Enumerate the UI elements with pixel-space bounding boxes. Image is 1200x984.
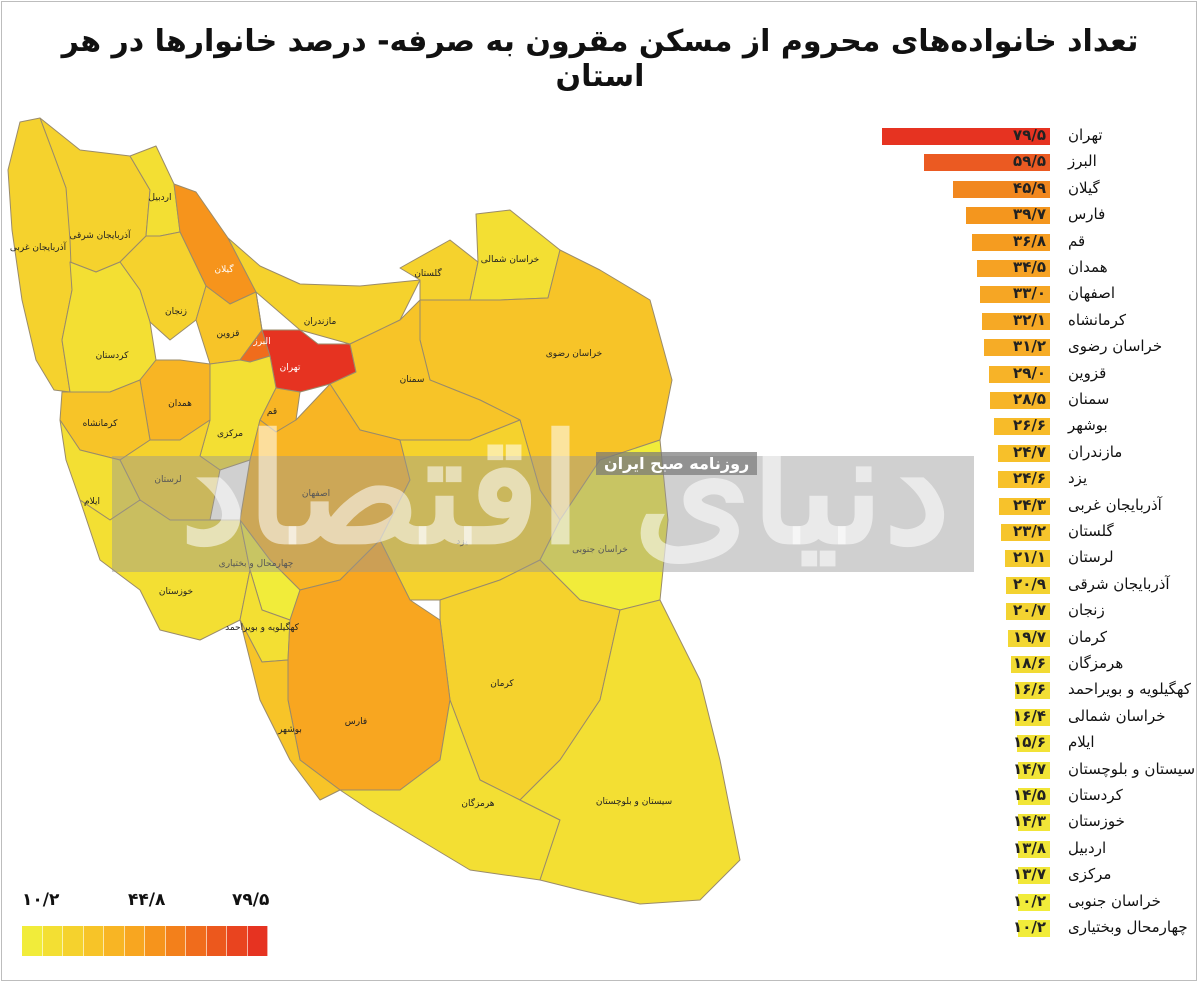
legend-swatch [206, 926, 227, 956]
legend-swatch [145, 926, 166, 956]
legend-swatch [247, 926, 268, 956]
province-label: قزوین [217, 329, 240, 339]
province-shape [227, 237, 421, 345]
province-label: خراسان رضوی [546, 349, 602, 359]
province-label: کرمان [490, 679, 514, 689]
watermark-logo: دنیای اقتصاد [180, 402, 951, 578]
legend-swatch [104, 926, 125, 956]
province-label: خراسان جنوبی [572, 545, 628, 555]
legend-mid-label: ۴۴/۸ [128, 890, 166, 910]
legend-swatch [124, 926, 145, 956]
watermark-subtitle: روزنامه صبح ایران [596, 452, 758, 475]
province-label: زنجان [165, 307, 187, 317]
province-label: سمنان [400, 375, 425, 385]
legend-swatch [227, 926, 248, 956]
province-label: خراسان شمالی [481, 255, 540, 265]
province-label: اصفهان [302, 489, 330, 499]
color-scale-legend [22, 926, 268, 956]
province-label: فارس [345, 717, 367, 727]
province-label: تهران [280, 363, 301, 373]
legend-swatch [165, 926, 186, 956]
province-label: همدان [168, 399, 192, 409]
province-label: مازندران [304, 317, 337, 327]
province-shape [239, 619, 341, 801]
province-shape [519, 599, 741, 905]
legend-min-label: ۱۰/۲ [22, 890, 60, 910]
province-label: گلستان [414, 267, 442, 279]
province-label: کهگیلویه و بویراحمد [225, 621, 299, 633]
province-label: سیستان و بلوچستان [596, 797, 672, 807]
province-label: کردستان [96, 351, 130, 361]
province-label: گیلان [215, 263, 235, 275]
legend-swatch [186, 926, 207, 956]
province-label: هرمزگان [461, 797, 494, 809]
province-label: چهارمحال و بختیاری [219, 559, 294, 569]
legend-swatch [22, 926, 43, 956]
province-label: مرکزی [217, 429, 243, 439]
province-label: البرز [252, 337, 270, 347]
map-title: تعداد خانواده‌های محروم از مسکن مقرون به… [61, 24, 1139, 94]
province-label: خوزستان [159, 587, 193, 597]
province-label: یزد [456, 537, 468, 547]
watermark-band [112, 456, 974, 572]
province-label: بوشهر [277, 725, 302, 735]
province-label: آذربایجان شرقی [70, 229, 131, 241]
province-label: قم [267, 407, 277, 417]
legend-swatch [83, 926, 104, 956]
province-label: ایلام [84, 497, 100, 507]
province-label: لرستان [154, 475, 181, 485]
province-label: کرمانشاه [83, 419, 119, 429]
legend-swatch [42, 926, 63, 956]
legend-max-label: ۷۹/۵ [232, 890, 270, 910]
province-label: آذربایجان غربی [10, 241, 67, 253]
legend-swatch [63, 926, 84, 956]
province-label: اردبیل [149, 193, 172, 203]
